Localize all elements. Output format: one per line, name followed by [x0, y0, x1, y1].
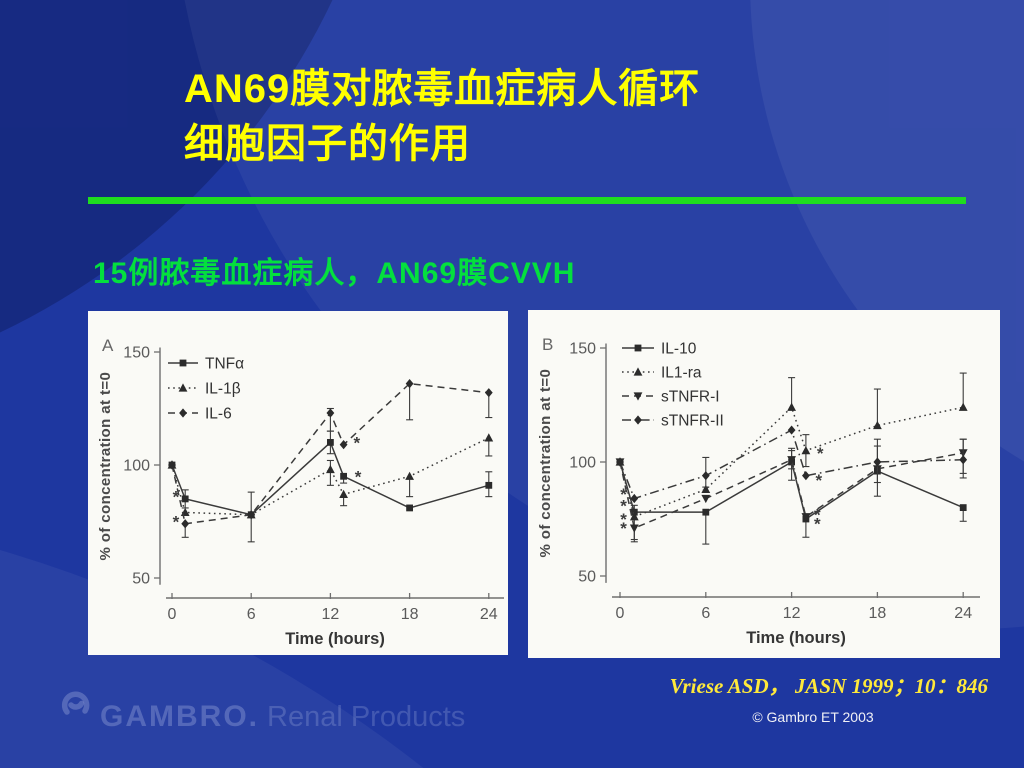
gambro-logo: GAMBRO. Renal Products — [58, 686, 465, 738]
svg-text:*: * — [620, 519, 627, 538]
svg-text:18: 18 — [401, 606, 419, 623]
svg-text:18: 18 — [869, 605, 887, 622]
svg-text:IL1-ra: IL1-ra — [661, 365, 702, 382]
svg-text:100: 100 — [569, 455, 596, 472]
svg-text:0: 0 — [616, 605, 625, 622]
chart-b-svg: 50 100 150 0 6 12 18 24 Time (hours) % of concent… — [537, 335, 980, 647]
title-divider-line — [88, 197, 966, 204]
svg-text:*: * — [620, 510, 627, 529]
svg-text:A: A — [102, 336, 114, 355]
svg-text:% of concentration at t=0: % of concentration at t=0 — [97, 372, 114, 561]
svg-text:Time (hours): Time (hours) — [746, 629, 846, 647]
gambro-logo-text: GAMBRO. Renal Products — [100, 700, 465, 734]
svg-text:24: 24 — [954, 605, 972, 622]
logo-brand-text: GAMBRO. — [100, 700, 259, 733]
chart-panel-b: 50 100 150 0 6 12 18 24 Time (hours) % of concent… — [528, 310, 1000, 658]
svg-text:*: * — [817, 444, 824, 463]
svg-text:B: B — [542, 335, 553, 354]
svg-text:*: * — [620, 485, 627, 504]
svg-text:*: * — [355, 467, 362, 486]
gambro-swirl-icon — [61, 691, 90, 715]
svg-text:50: 50 — [578, 569, 596, 586]
slide-title: AN69膜对脓毒血症病人循环 细胞因子的作用 — [184, 62, 700, 172]
svg-text:6: 6 — [701, 605, 710, 622]
svg-text:150: 150 — [123, 345, 150, 362]
svg-text:*: * — [815, 471, 822, 490]
svg-text:12: 12 — [783, 605, 801, 622]
svg-text:% of concentration at t=0: % of concentration at t=0 — [537, 369, 554, 558]
svg-text:IL-6: IL-6 — [205, 406, 232, 423]
chart-panel-a: 50 100 150 0 6 12 18 24 Time (hours) % of concent… — [88, 311, 508, 655]
svg-text:IL-1β: IL-1β — [205, 381, 241, 398]
svg-text:24: 24 — [480, 606, 498, 623]
svg-text:*: * — [814, 505, 821, 524]
svg-text:sTNFR-II: sTNFR-II — [661, 413, 724, 430]
slide-title-line1: AN69膜对脓毒血症病人循环 — [184, 67, 701, 111]
svg-text:100: 100 — [123, 458, 150, 475]
svg-text:Time (hours): Time (hours) — [285, 630, 385, 648]
slide-title-line2: 细胞因子的作用 — [184, 122, 471, 166]
svg-text:IL-10: IL-10 — [661, 341, 697, 358]
svg-text:sTNFR-I: sTNFR-I — [661, 389, 720, 406]
svg-text:*: * — [814, 515, 821, 534]
logo-product-text: Renal Products — [267, 701, 466, 733]
slide-subtitle: 15例脓毒血症病人，AN69膜CVVH — [93, 257, 576, 290]
svg-text:*: * — [620, 496, 627, 515]
svg-text:*: * — [353, 433, 360, 452]
svg-text:*: * — [173, 513, 180, 532]
svg-text:0: 0 — [168, 606, 177, 623]
citation-text: Vriese ASD， JASN 1999；10：846 — [669, 674, 988, 698]
copyright-text: © Gambro ET 2003 — [752, 709, 874, 725]
svg-text:150: 150 — [569, 341, 596, 358]
chart-a-svg: 50 100 150 0 6 12 18 24 Time (hours) % of concent… — [97, 336, 504, 648]
svg-text:*: * — [173, 488, 180, 507]
svg-text:6: 6 — [247, 606, 256, 623]
svg-text:12: 12 — [322, 606, 340, 623]
svg-text:50: 50 — [132, 571, 150, 588]
svg-text:TNFα: TNFα — [205, 356, 244, 373]
